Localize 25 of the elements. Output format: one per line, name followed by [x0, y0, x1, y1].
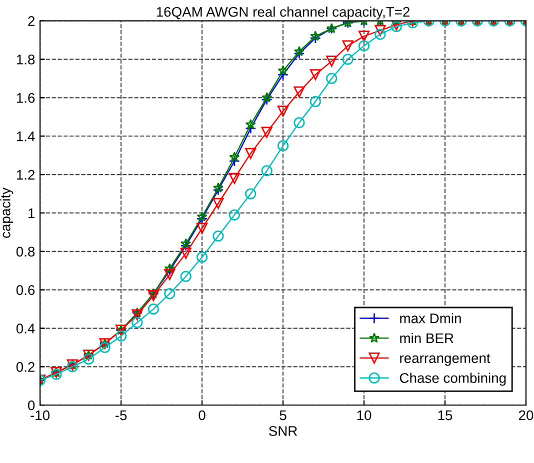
y-tick-label: 0.6 [16, 285, 35, 296]
y-tick-label: 1 [28, 208, 35, 218]
chart-title: 16QAM AWGN real channel capacity,T=2 [156, 6, 410, 20]
legend-label: rearrangement [400, 354, 490, 366]
x-tick-label: -5 [115, 410, 127, 420]
x-tick-label: -10 [30, 410, 50, 420]
x-tick-label: 5 [280, 410, 286, 420]
y-axis-title: capacity [0, 188, 14, 238]
y-tick-label: 1.8 [16, 54, 35, 64]
x-tick-label: 10 [357, 410, 372, 420]
y-tick-label: 0.4 [16, 324, 35, 334]
y-tick-label: 2 [28, 16, 34, 26]
legend-label: Chase combining [400, 372, 506, 386]
y-tick-label: 1.4 [16, 132, 35, 142]
y-tick-label: 0.8 [16, 246, 35, 257]
legend-label: max Dmin [400, 313, 461, 324]
y-tick-label: 0.2 [16, 362, 34, 372]
y-tick-label: 1.2 [16, 170, 34, 180]
x-tick-label: 20 [518, 410, 534, 420]
x-axis-title: SNR [268, 426, 298, 436]
x-tick-label: 15 [438, 410, 452, 420]
y-tick-label: 1.6 [16, 93, 35, 103]
legend-label: min BER [400, 332, 454, 344]
y-tick-label: 0 [28, 400, 35, 410]
x-tick-label: 0 [198, 410, 206, 420]
